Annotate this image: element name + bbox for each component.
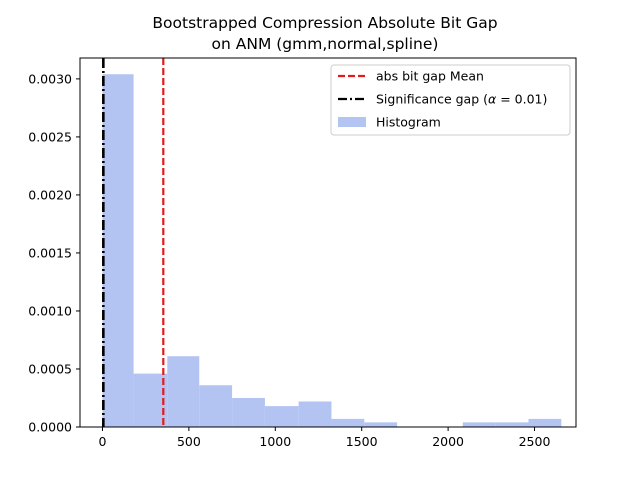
chart-title: Bootstrapped Compression Absolute Bit Ga… [152, 14, 497, 32]
y-tick-label: 0.0020 [28, 187, 72, 202]
legend-histogram-label: Histogram [376, 115, 441, 130]
x-tick-label: 2500 [519, 434, 551, 449]
x-tick-label: 1500 [346, 434, 378, 449]
legend-significance-prefix: Significance gap ( [376, 92, 488, 107]
x-tick-label: 500 [177, 434, 201, 449]
y-tick-label: 0.0015 [28, 245, 72, 260]
legend-box [330, 64, 571, 136]
y-tick-label: 0.0025 [28, 129, 72, 144]
histogram-bar [133, 373, 168, 427]
x-tick-label: 1000 [259, 434, 291, 449]
histogram-bar [199, 385, 233, 427]
legend-mean-label: abs bit gap Mean [376, 69, 484, 84]
histogram-bar [167, 356, 200, 427]
y-axis: 0.0000 0.0005 0.0010 0.0015 0.0020 0.0025 0.00… [28, 71, 80, 435]
histogram-bar [364, 422, 398, 427]
legend-significance-label: Significance gap (α = 0.01) [376, 92, 547, 107]
histogram-bar [462, 422, 496, 427]
y-tick-label: 0.0000 [28, 420, 72, 435]
legend-significance-alpha: α [488, 92, 497, 107]
histogram-bars [102, 74, 562, 427]
y-tick-label: 0.0005 [28, 361, 72, 376]
histogram-bar [298, 401, 332, 427]
histogram-bar [495, 422, 529, 427]
y-tick-label: 0.0030 [28, 71, 72, 86]
histogram-bar [102, 74, 134, 427]
histogram-bar [331, 418, 365, 427]
histogram-bar [528, 418, 562, 427]
legend-histogram-swatch [338, 117, 366, 127]
chart-subtitle: on ANM (gmm,normal,spline) [212, 35, 439, 53]
y-tick-label: 0.0010 [28, 303, 72, 318]
x-axis: 0 500 1000 1500 2000 2500 [98, 427, 550, 449]
vertical-lines [102, 58, 165, 427]
histogram-bar [264, 406, 299, 427]
plot-frame [79, 57, 577, 428]
legend-significance-suffix: = 0.01) [496, 92, 547, 107]
x-tick-label: 2000 [432, 434, 464, 449]
x-tick-label: 0 [98, 434, 106, 449]
histogram-bar [232, 397, 265, 427]
legend: abs bit gap Mean Significance gap (α = 0… [330, 64, 571, 136]
